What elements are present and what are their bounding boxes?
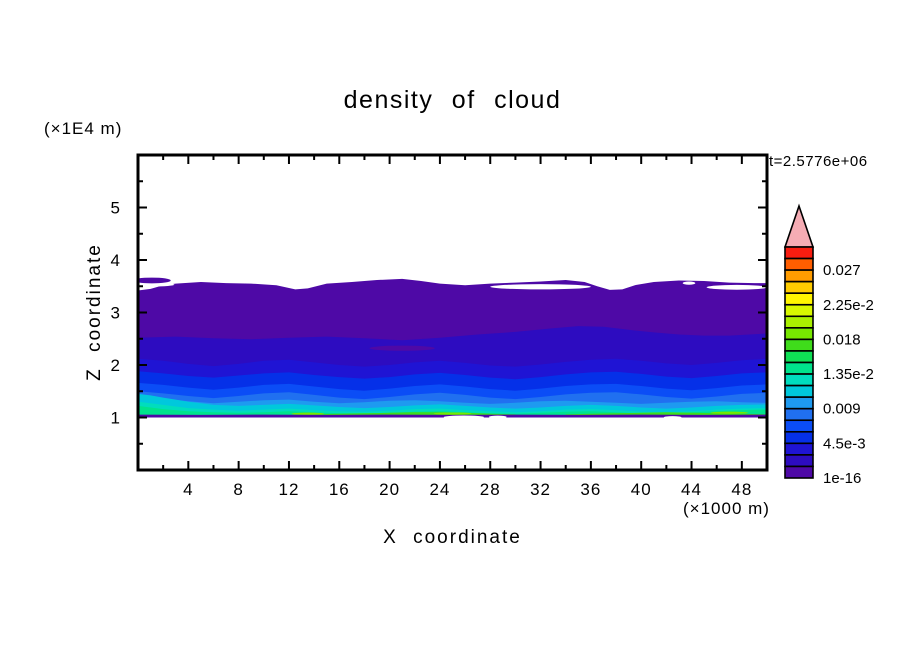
- colorbar-segment: [784, 315, 814, 329]
- colorbar-label: 0.009: [823, 401, 861, 418]
- colorbar-segment: [784, 338, 814, 352]
- x-tick-label: 28: [480, 480, 501, 499]
- chart-title: density of cloud: [343, 86, 562, 114]
- colorbar-label: 0.018: [823, 331, 861, 348]
- colorbar-segment: [784, 257, 814, 271]
- y-axis-unit-label: (×1E4 m): [44, 119, 123, 138]
- y-tick-label: 2: [111, 356, 120, 375]
- y-tick-label: 4: [111, 251, 120, 270]
- chartreuse-spot-3: [710, 411, 749, 414]
- x-tick-label: 40: [631, 480, 652, 499]
- colorbar-segment: [784, 430, 814, 445]
- x-tick-label: 16: [329, 480, 350, 499]
- x-tick-labels: 4 8 12 16 20 24 28 32 36 40 44 48: [183, 480, 752, 499]
- colorbar-segment: [784, 269, 814, 283]
- colorbar: 0.027 2.25e-2 0.018 1.35e-2 0.009 4.5e-3 1e-16: [783, 203, 874, 487]
- colorbar-segment: [784, 373, 814, 387]
- colorbar-segment: [784, 407, 814, 422]
- colorbar-segment: [784, 303, 814, 318]
- white-streak-right: [706, 284, 767, 290]
- colorbar-label: 2.25e-2: [823, 297, 874, 314]
- y-tick-labels: 1 2 3 4 5: [111, 199, 120, 428]
- colorbar-segment: [784, 465, 814, 479]
- contour-layers: [138, 277, 767, 419]
- colorbar-segment: [784, 396, 814, 410]
- x-tick-label: 8: [233, 480, 243, 499]
- colorbar-segment: [784, 246, 814, 260]
- chartreuse-spot-1: [291, 412, 325, 416]
- purple-island-left: [138, 277, 171, 284]
- x-axis-title: X coordinate: [383, 527, 522, 548]
- colorbar-segment: [784, 384, 814, 398]
- colorbar-segment: [784, 442, 814, 456]
- x-tick-label: 32: [530, 480, 551, 499]
- colorbar-label: 1.35e-2: [823, 366, 874, 383]
- x-tick-label: 20: [379, 480, 400, 499]
- colorbar-label: 4.5e-3: [823, 435, 866, 452]
- colorbar-segment: [784, 361, 814, 375]
- colorbar-label: 0.027: [823, 262, 861, 279]
- white-gap-1: [443, 415, 484, 419]
- colorbar-segment: [784, 280, 814, 294]
- x-tick-label: 36: [580, 480, 601, 499]
- y-tick-label: 1: [111, 409, 120, 428]
- x-tick-label: 4: [183, 480, 193, 499]
- white-streak-mid: [490, 284, 591, 290]
- axis-ticks: [138, 155, 767, 470]
- x-tick-label: 12: [278, 480, 299, 499]
- colorbar-arrow: [783, 203, 815, 248]
- white-gap-2: [488, 415, 507, 419]
- white-dot: [682, 281, 696, 285]
- y-tick-label: 5: [111, 199, 120, 218]
- colorbar-segment: [784, 292, 814, 306]
- chartreuse-spot-2: [433, 412, 472, 415]
- x-axis-unit-label: (×1000 m): [683, 499, 770, 518]
- colorbar-segment: [784, 327, 814, 341]
- white-separator-left: [138, 282, 175, 287]
- purple-lens: [369, 345, 435, 351]
- colorbar-label: 1e-16: [823, 470, 861, 487]
- colorbar-segment: [784, 350, 814, 364]
- x-tick-label: 48: [731, 480, 752, 499]
- x-tick-label: 24: [429, 480, 450, 499]
- colorbar-segment: [784, 419, 814, 433]
- white-gap-3: [663, 416, 682, 419]
- y-tick-label: 3: [111, 304, 120, 323]
- x-tick-label: 44: [681, 480, 702, 499]
- colorbar-segment: [784, 454, 814, 468]
- time-stamp-label: t=2.5776e+06: [769, 153, 868, 170]
